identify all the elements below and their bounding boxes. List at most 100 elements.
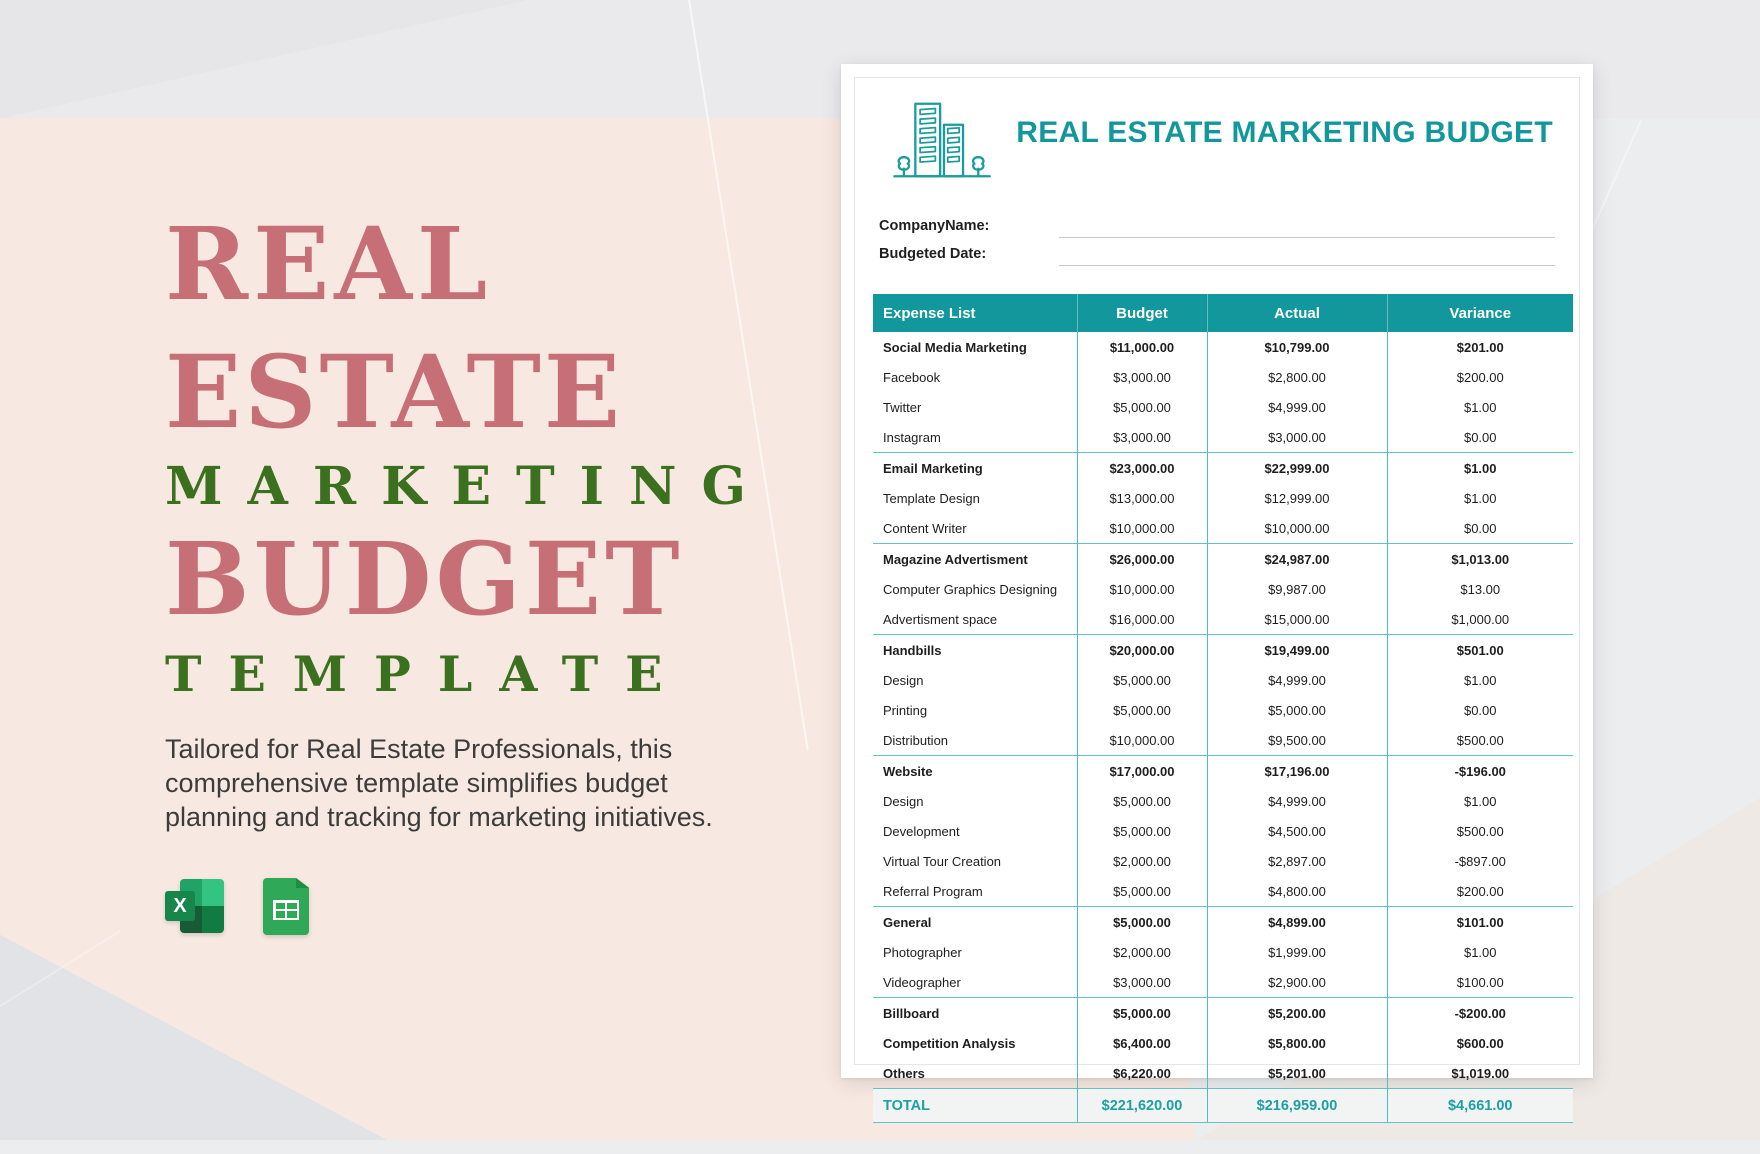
document-fields: CompanyName: Budgeted Date: bbox=[879, 210, 1555, 266]
table-row: Content Writer $10,000.00 $10,000.00 $0.… bbox=[873, 513, 1573, 544]
budget-cell: $10,000.00 bbox=[1076, 725, 1207, 756]
variance-cell: $1,000.00 bbox=[1386, 604, 1573, 635]
actual-cell: $4,999.00 bbox=[1206, 786, 1387, 816]
actual-cell: $19,499.00 bbox=[1206, 634, 1387, 665]
variance-cell: -$196.00 bbox=[1386, 755, 1573, 786]
actual-cell: $5,201.00 bbox=[1206, 1058, 1387, 1089]
excel-icon: X bbox=[165, 878, 225, 934]
variance-cell: $101.00 bbox=[1386, 906, 1573, 937]
expense-cell: Twitter bbox=[883, 399, 922, 415]
company-name-input-line[interactable] bbox=[1059, 217, 1555, 238]
variance-cell: $1.00 bbox=[1386, 786, 1573, 816]
expense-cell: Development bbox=[883, 823, 960, 839]
budget-cell: $5,000.00 bbox=[1076, 695, 1207, 725]
table-row: Facebook $3,000.00 $2,800.00 $200.00 bbox=[873, 362, 1573, 392]
table-row: Design $5,000.00 $4,999.00 $1.00 bbox=[873, 665, 1573, 695]
budget-cell: $2,000.00 bbox=[1076, 937, 1207, 967]
budget-cell: $3,000.00 bbox=[1076, 422, 1207, 453]
title-line-real: REAL bbox=[165, 205, 493, 323]
expense-cell: Magazine Advertisment bbox=[873, 543, 1077, 574]
budget-cell: $5,000.00 bbox=[1076, 392, 1207, 422]
table-row: Website $17,000.00 $17,196.00 -$196.00 bbox=[873, 755, 1573, 786]
budget-table: Expense List Budget Actual Variance Soci… bbox=[873, 294, 1573, 1123]
document-title: REAL ESTATE MARKETING BUDGET bbox=[1016, 116, 1553, 149]
expense-cell: Printing bbox=[883, 702, 928, 718]
actual-cell: $9,500.00 bbox=[1206, 725, 1387, 756]
actual-cell: $12,999.00 bbox=[1206, 483, 1387, 513]
table-header-row: Expense List Budget Actual Variance bbox=[873, 294, 1573, 332]
table-row: Handbills $20,000.00 $19,499.00 $501.00 bbox=[873, 634, 1573, 665]
variance-cell: $1.00 bbox=[1386, 937, 1573, 967]
expense-cell: Virtual Tour Creation bbox=[883, 853, 1002, 869]
table-row: Printing $5,000.00 $5,000.00 $0.00 bbox=[873, 695, 1573, 725]
total-actual: $216,959.00 bbox=[1206, 1088, 1387, 1123]
variance-cell: $1.00 bbox=[1386, 665, 1573, 695]
header-actual: Actual bbox=[1206, 294, 1387, 332]
expense-cell: General bbox=[873, 906, 1077, 937]
total-budget: $221,620.00 bbox=[1076, 1088, 1207, 1123]
budgeted-date-input-line[interactable] bbox=[1059, 245, 1555, 266]
actual-cell: $17,196.00 bbox=[1206, 755, 1387, 786]
company-name-label: CompanyName: bbox=[879, 218, 990, 234]
variance-cell: $500.00 bbox=[1386, 725, 1573, 756]
budget-cell: $2,000.00 bbox=[1076, 846, 1207, 876]
background-seam-line bbox=[688, 0, 809, 751]
variance-cell: $0.00 bbox=[1386, 422, 1573, 453]
actual-cell: $22,999.00 bbox=[1206, 452, 1387, 483]
variance-cell: $1.00 bbox=[1386, 392, 1573, 422]
actual-cell: $9,987.00 bbox=[1206, 574, 1387, 604]
budget-cell: $13,000.00 bbox=[1076, 483, 1207, 513]
expense-cell: Distribution bbox=[883, 732, 949, 748]
budget-cell: $23,000.00 bbox=[1076, 452, 1207, 483]
budget-cell: $5,000.00 bbox=[1076, 997, 1207, 1028]
actual-cell: $5,200.00 bbox=[1206, 997, 1387, 1028]
google-sheets-icon-fold bbox=[296, 878, 309, 888]
variance-cell: $1.00 bbox=[1386, 452, 1573, 483]
table-row: Others $6,220.00 $5,201.00 $1,019.00 bbox=[873, 1058, 1573, 1089]
expense-cell: Design bbox=[883, 672, 924, 688]
table-row: Virtual Tour Creation $2,000.00 $2,897.0… bbox=[873, 846, 1573, 876]
actual-cell: $4,999.00 bbox=[1206, 665, 1387, 695]
table-row: Development $5,000.00 $4,500.00 $500.00 bbox=[873, 816, 1573, 846]
table-row: Instagram $3,000.00 $3,000.00 $0.00 bbox=[873, 422, 1573, 453]
variance-cell: $1.00 bbox=[1386, 483, 1573, 513]
expense-cell: Social Media Marketing bbox=[883, 339, 1027, 355]
table-row: Videographer $3,000.00 $2,900.00 $100.00 bbox=[873, 967, 1573, 998]
actual-cell: $2,900.00 bbox=[1206, 967, 1387, 998]
table-row: Social Media Marketing $11,000.00 $10,79… bbox=[873, 332, 1573, 362]
expense-cell: Competition Analysis bbox=[883, 1035, 1016, 1051]
google-sheets-icon-grid bbox=[273, 900, 299, 920]
budget-cell: $3,000.00 bbox=[1076, 362, 1207, 392]
expense-cell: Instagram bbox=[883, 429, 941, 445]
table-row: Photographer $2,000.00 $1,999.00 $1.00 bbox=[873, 937, 1573, 967]
budget-cell: $5,000.00 bbox=[1076, 876, 1207, 907]
budget-cell: $17,000.00 bbox=[1076, 755, 1207, 786]
expense-cell: Billboard bbox=[873, 997, 1077, 1028]
budget-cell: $20,000.00 bbox=[1076, 634, 1207, 665]
budget-cell: $5,000.00 bbox=[1076, 906, 1207, 937]
budget-cell: $5,000.00 bbox=[1076, 786, 1207, 816]
company-name-field: CompanyName: bbox=[879, 210, 1555, 238]
variance-cell: -$200.00 bbox=[1386, 997, 1573, 1028]
document-preview-card: REAL ESTATE MARKETING BUDGET CompanyName… bbox=[841, 64, 1593, 1123]
actual-cell: $2,800.00 bbox=[1206, 362, 1387, 392]
budget-cell: $10,000.00 bbox=[1076, 513, 1207, 544]
table-row: Computer Graphics Designing $10,000.00 $… bbox=[873, 574, 1573, 604]
budget-cell: $11,000.00 bbox=[1076, 332, 1207, 362]
table-row: Advertisment space $16,000.00 $15,000.00… bbox=[873, 604, 1573, 635]
table-row: Twitter $5,000.00 $4,999.00 $1.00 bbox=[873, 392, 1573, 422]
budget-cell: $5,000.00 bbox=[1076, 665, 1207, 695]
variance-cell: $13.00 bbox=[1386, 574, 1573, 604]
actual-cell: $4,500.00 bbox=[1206, 816, 1387, 846]
total-variance: $4,661.00 bbox=[1386, 1088, 1573, 1123]
actual-cell: $5,000.00 bbox=[1206, 695, 1387, 725]
variance-cell: $200.00 bbox=[1386, 362, 1573, 392]
background-seam-line bbox=[0, 930, 122, 1154]
table-row: Billboard $5,000.00 $5,200.00 -$200.00 bbox=[873, 997, 1573, 1028]
variance-cell: $200.00 bbox=[1386, 876, 1573, 907]
budget-table-body: Social Media Marketing $11,000.00 $10,79… bbox=[873, 332, 1573, 1089]
variance-cell: $500.00 bbox=[1386, 816, 1573, 846]
actual-cell: $4,800.00 bbox=[1206, 876, 1387, 907]
actual-cell: $10,799.00 bbox=[1206, 332, 1387, 362]
buildings-logo-icon bbox=[893, 102, 991, 178]
